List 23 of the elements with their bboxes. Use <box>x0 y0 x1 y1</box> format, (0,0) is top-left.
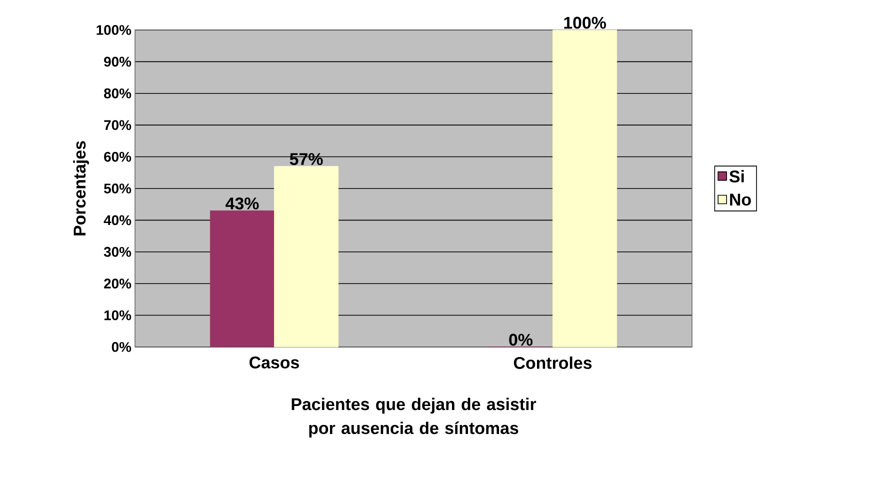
y-tick-label: 0% <box>112 342 132 352</box>
y-tick-label: 60% <box>104 152 132 162</box>
y-tick-label: 20% <box>104 278 132 289</box>
bar <box>210 210 274 348</box>
y-tick-label: 50% <box>104 184 132 194</box>
x-tick-label: Controles <box>514 356 592 369</box>
data-label: 43% <box>226 197 259 210</box>
x-axis-title: Pacientes que dejan de asistir por ausencia de síntomas <box>292 398 536 438</box>
y-axis-title: Porcentajes <box>73 141 89 236</box>
legend-label: Si <box>729 170 744 182</box>
y-tick-label: 90% <box>104 56 132 67</box>
data-label: 0% <box>509 334 533 346</box>
bar <box>552 30 618 348</box>
y-tick-label: 70% <box>104 120 132 130</box>
y-tick-label: 80% <box>104 88 132 98</box>
x-tick-label: Casos <box>250 356 299 369</box>
y-tick-label: 10% <box>104 310 132 320</box>
legend-label: No <box>730 194 751 206</box>
y-tick-label: 30% <box>104 246 132 257</box>
bar <box>274 166 339 348</box>
data-label: 100% <box>564 16 606 29</box>
y-tick-label: 40% <box>104 215 132 226</box>
y-tick-label: 100% <box>96 25 132 35</box>
